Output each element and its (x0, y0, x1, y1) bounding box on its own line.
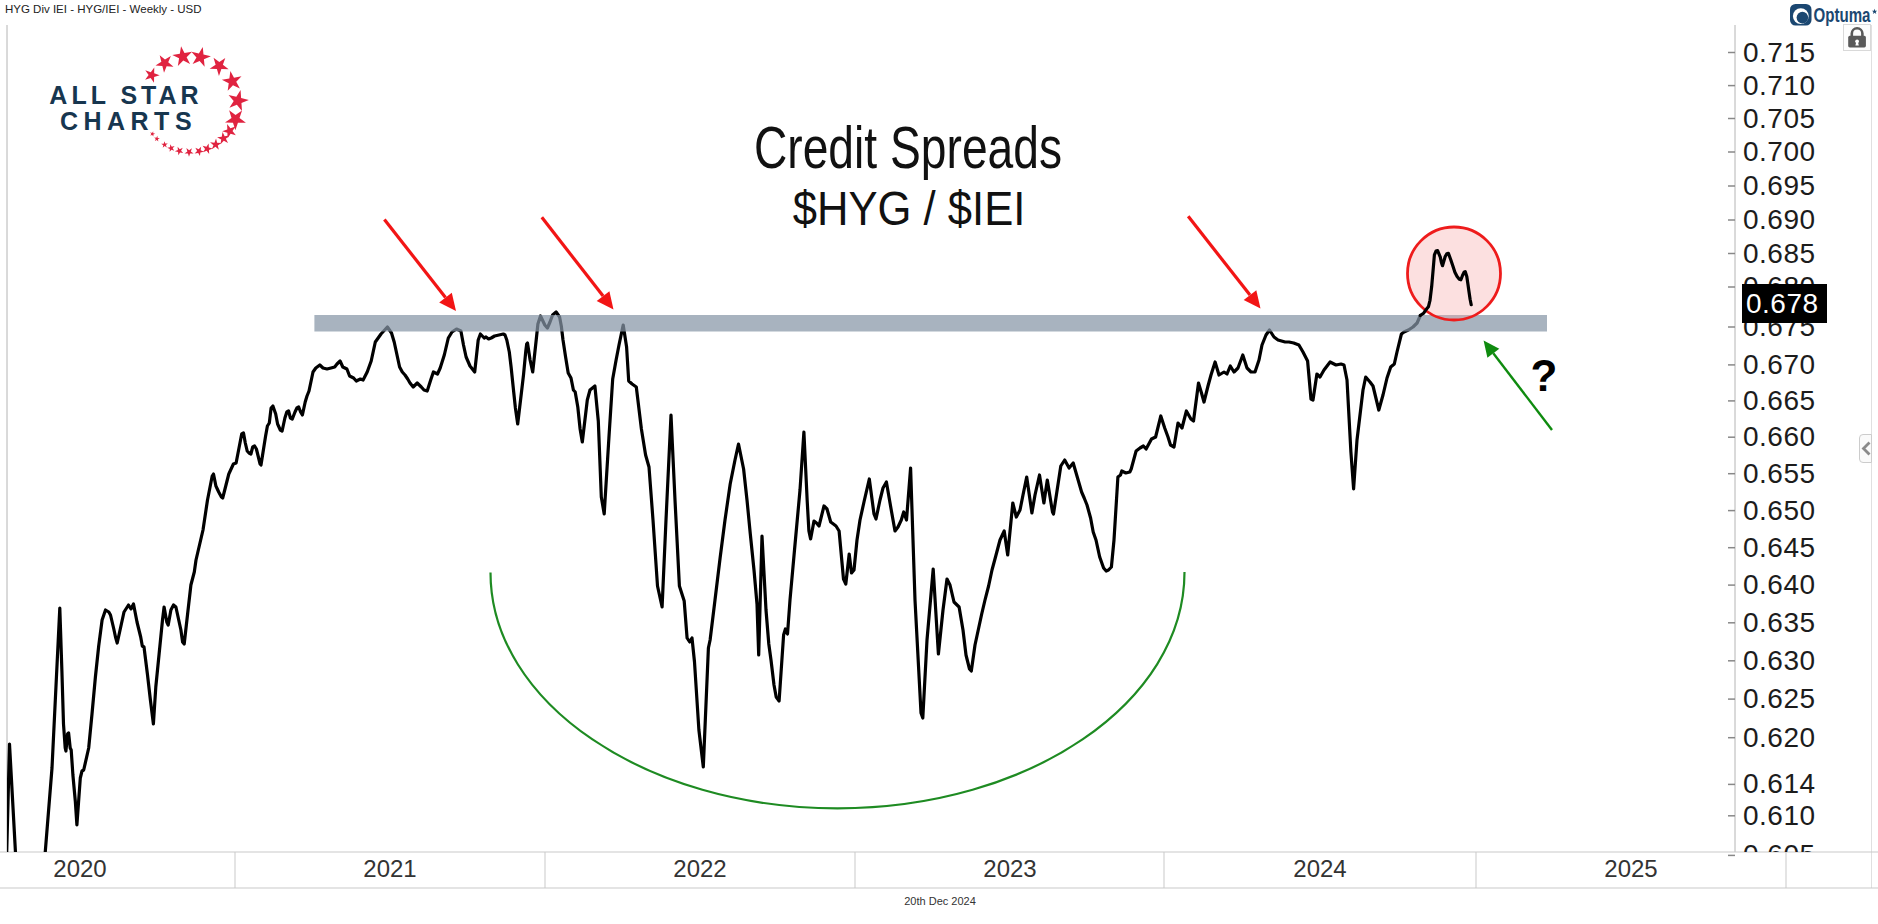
svg-text:Optuma: Optuma (1813, 4, 1870, 26)
